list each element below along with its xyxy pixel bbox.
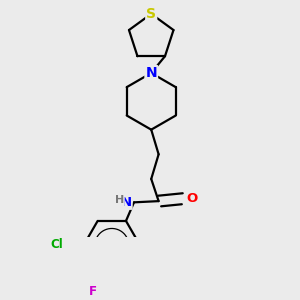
Text: S: S: [146, 7, 156, 21]
Text: N: N: [146, 66, 157, 80]
Text: Cl: Cl: [51, 238, 64, 251]
Text: F: F: [89, 285, 97, 298]
Text: O: O: [186, 192, 197, 205]
Text: N: N: [121, 196, 132, 209]
Text: H: H: [115, 195, 124, 206]
